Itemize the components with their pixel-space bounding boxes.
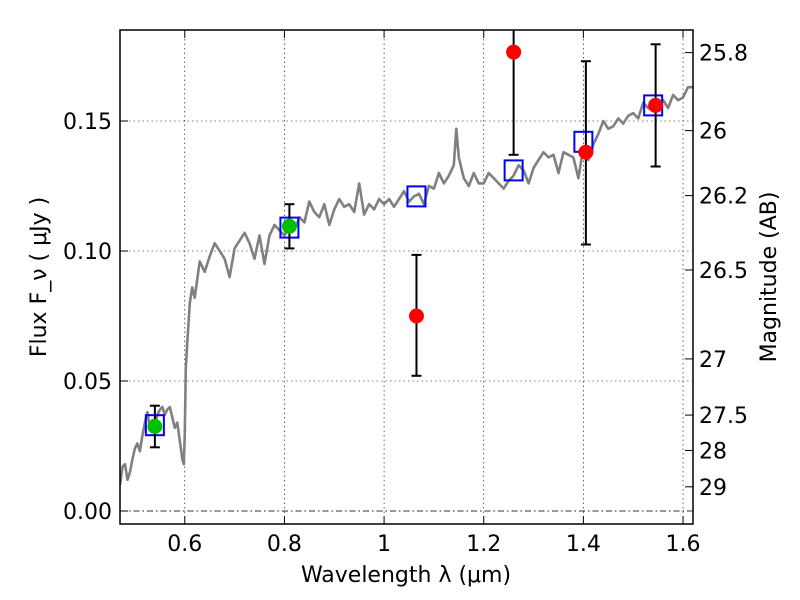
x-tick-label: 1.6 bbox=[666, 532, 701, 557]
model-photometry-square bbox=[406, 185, 427, 208]
detection-point bbox=[281, 218, 297, 234]
mag-tick-label: 28 bbox=[699, 439, 727, 464]
y-axis-label: Flux F_ν ( μJy ) bbox=[27, 197, 52, 357]
mag-tick-label: 26.5 bbox=[699, 259, 748, 284]
x-tick-label: 1 bbox=[377, 532, 391, 557]
low-sn-point bbox=[506, 44, 522, 60]
x-tick-label: 0.6 bbox=[167, 532, 202, 557]
mag-tick-label: 27.5 bbox=[699, 404, 748, 429]
plot-frame bbox=[119, 29, 694, 525]
template-spectrum-line bbox=[120, 85, 693, 486]
x-tick-label: 1.4 bbox=[566, 532, 601, 557]
points-layer bbox=[144, 30, 664, 449]
mag-tick-label: 26 bbox=[699, 120, 727, 145]
mag-tick-label: 27 bbox=[699, 348, 727, 373]
mag-tick-label: 26.2 bbox=[699, 185, 748, 210]
low-sn-point bbox=[578, 144, 594, 160]
x-tick-label: 0.8 bbox=[267, 532, 302, 557]
y2-axis-label: Magnitude (AB) bbox=[757, 192, 782, 363]
y-tick-label: 0.10 bbox=[63, 240, 112, 265]
x-tick-label: 1.2 bbox=[466, 532, 501, 557]
y-tick-label: 0.05 bbox=[63, 370, 112, 395]
y-tick-label: 0.00 bbox=[63, 500, 112, 525]
low-sn-point bbox=[648, 97, 664, 113]
x-axis-label: Wavelength λ (μm) bbox=[301, 563, 511, 588]
grid bbox=[120, 30, 693, 524]
spectrum-layer bbox=[120, 85, 693, 486]
mag-tick-label: 29 bbox=[699, 476, 727, 501]
ticks: 0.6 0.8 1 1.2 1.4 1.6 0.00 0.05 0.10 0.15 25.8 26 26… bbox=[63, 30, 748, 557]
detection-point bbox=[147, 419, 163, 434]
model-photometry-square bbox=[503, 159, 524, 182]
low-sn-point bbox=[408, 308, 424, 324]
mag-tick-label: 25.8 bbox=[699, 42, 748, 67]
y-tick-label: 0.15 bbox=[63, 110, 112, 135]
